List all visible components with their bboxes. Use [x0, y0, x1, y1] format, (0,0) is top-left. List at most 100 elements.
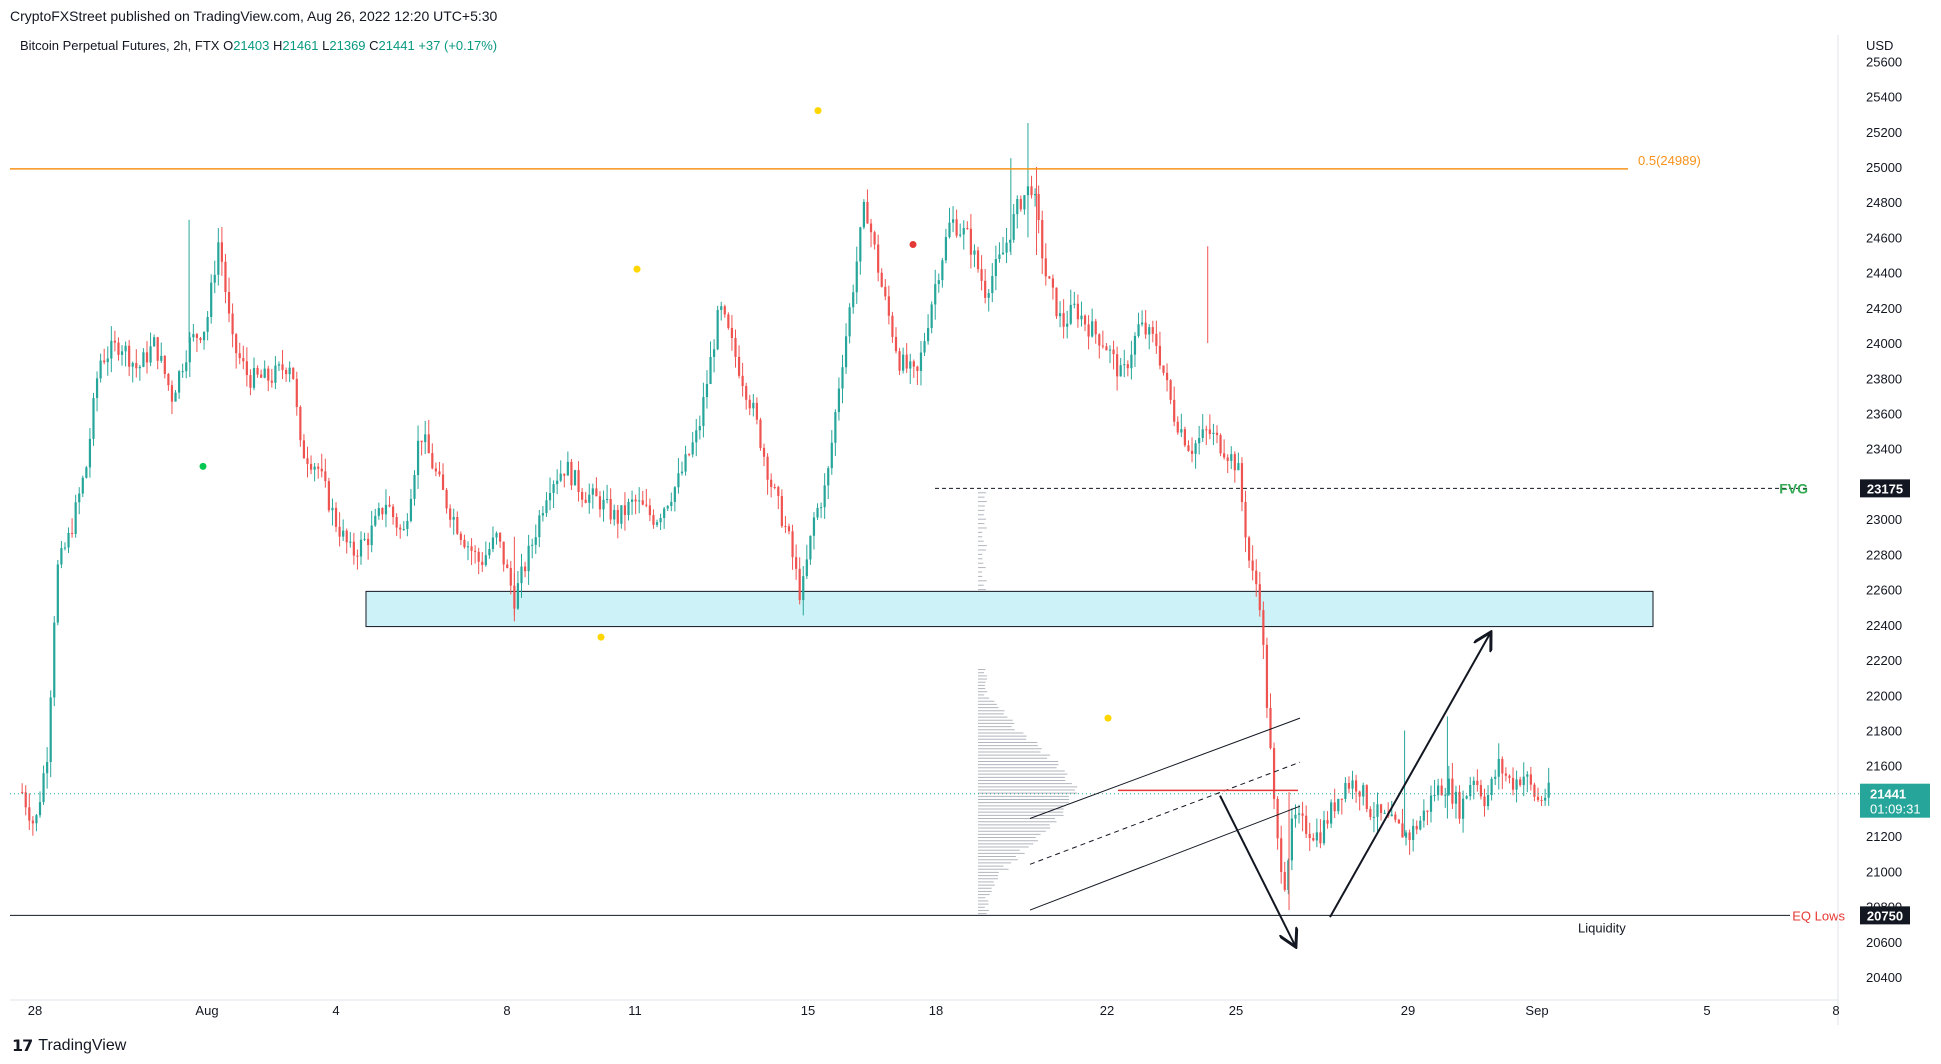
candle — [898, 347, 901, 376]
candle — [238, 342, 241, 365]
candle — [1255, 559, 1258, 597]
countdown-text: 01:09:31 — [1870, 802, 1921, 817]
candle — [830, 430, 833, 475]
tradingview-logo[interactable]: 𝟭𝟳 TradingView — [12, 1036, 126, 1056]
candle — [1137, 312, 1140, 338]
candle — [1087, 315, 1090, 350]
candle — [481, 551, 484, 572]
candle — [723, 304, 726, 318]
y-tick-label: 22200 — [1866, 653, 1902, 668]
candle — [634, 494, 637, 515]
y-tick-label: 21600 — [1866, 759, 1902, 774]
candle — [1023, 194, 1026, 215]
candle — [74, 494, 77, 538]
candle — [1526, 771, 1529, 793]
candle — [1358, 790, 1361, 811]
candle — [1230, 446, 1233, 470]
candle — [984, 268, 987, 304]
candle — [969, 214, 972, 269]
x-tick-label: Sep — [1525, 1003, 1548, 1018]
candle — [402, 521, 405, 531]
candle — [113, 330, 116, 352]
overlays: 0.5(24989) FVG EQ Lows Liquidity — [10, 107, 1860, 945]
current-price-text: 21441 — [1870, 787, 1906, 802]
candle — [559, 460, 562, 483]
candle — [1347, 776, 1351, 794]
signal-dot — [814, 107, 822, 115]
candle — [923, 332, 926, 357]
candle — [302, 434, 306, 459]
candle — [1140, 310, 1144, 327]
candle — [627, 498, 630, 521]
candle — [955, 209, 958, 238]
candle — [1005, 227, 1008, 264]
candle — [581, 487, 584, 508]
candle — [645, 488, 648, 508]
y-tick-label: 25200 — [1866, 125, 1902, 140]
candle — [998, 242, 1001, 263]
candle — [120, 345, 124, 366]
candle — [1244, 490, 1247, 553]
candle — [1519, 776, 1522, 787]
candle — [916, 365, 919, 385]
candle — [235, 333, 238, 369]
candle — [295, 371, 298, 416]
candle — [1401, 808, 1404, 838]
candle — [309, 455, 313, 475]
candle — [509, 560, 512, 595]
candle — [256, 365, 259, 378]
candle — [1265, 637, 1269, 719]
candle — [591, 483, 594, 509]
candle — [459, 531, 462, 546]
candle — [498, 532, 502, 548]
candle — [745, 382, 748, 410]
candle — [477, 547, 480, 575]
y-tick-label: 23400 — [1866, 442, 1902, 457]
candle — [1476, 769, 1479, 792]
candle — [844, 323, 848, 374]
candle — [1383, 809, 1386, 815]
candle — [909, 353, 912, 385]
candle — [902, 347, 905, 374]
candle — [1319, 819, 1322, 849]
candle — [313, 463, 316, 482]
candle — [85, 465, 88, 479]
candle — [976, 246, 980, 273]
candle — [623, 492, 627, 531]
candle — [1497, 743, 1500, 790]
candle — [88, 428, 92, 478]
ohlc-low-label: L — [322, 38, 330, 53]
candle — [1258, 571, 1261, 617]
candle — [691, 431, 694, 458]
candle — [1069, 289, 1072, 326]
y-tick-label: 22400 — [1866, 618, 1902, 633]
candle — [680, 461, 684, 476]
candle — [1397, 818, 1400, 824]
y-tick-label: 24600 — [1866, 230, 1902, 245]
candle — [1337, 798, 1340, 815]
candle — [748, 394, 751, 416]
candle — [1048, 275, 1051, 279]
candle — [474, 545, 477, 564]
candle — [117, 337, 120, 361]
candle — [1544, 788, 1547, 806]
candle — [841, 354, 844, 404]
candle — [951, 206, 955, 233]
signal-dot — [597, 633, 605, 641]
candle — [1344, 777, 1347, 803]
candle — [1055, 287, 1058, 319]
candle — [1058, 301, 1062, 328]
candle — [1365, 784, 1368, 813]
candle — [1223, 439, 1226, 460]
candle — [552, 480, 555, 509]
candle — [1287, 858, 1290, 895]
candle — [666, 504, 669, 512]
y-tick-label: 25400 — [1866, 90, 1902, 105]
y-tick-label: 24800 — [1866, 195, 1902, 210]
candle — [1030, 175, 1033, 199]
candle — [470, 538, 473, 565]
candle — [160, 342, 163, 364]
candle — [1469, 776, 1472, 801]
candle — [1262, 601, 1265, 659]
